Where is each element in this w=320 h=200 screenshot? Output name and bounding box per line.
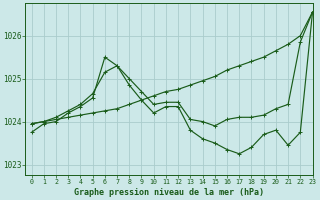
X-axis label: Graphe pression niveau de la mer (hPa): Graphe pression niveau de la mer (hPa) <box>74 188 264 197</box>
